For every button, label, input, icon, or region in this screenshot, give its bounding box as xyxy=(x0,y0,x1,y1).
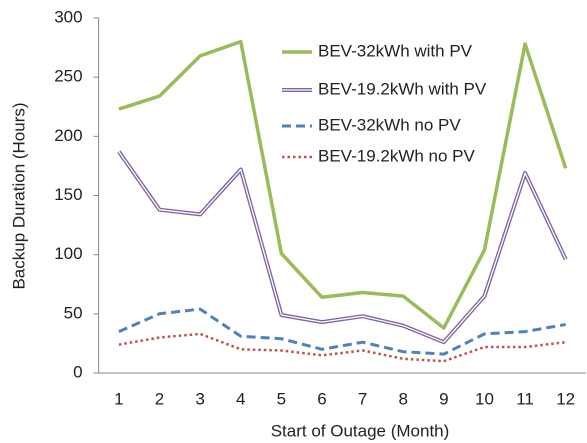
y-tick-label: 150 xyxy=(54,185,82,204)
x-tick-label: 1 xyxy=(114,389,123,408)
legend-label: BEV-32kWh no PV xyxy=(318,115,461,134)
series-line xyxy=(118,307,566,356)
x-tick-label: 10 xyxy=(475,389,494,408)
x-axis-title: Start of Outage (Month) xyxy=(271,421,450,440)
x-tick-label: 7 xyxy=(358,389,367,408)
legend-label: BEV-32kWh with PV xyxy=(318,41,473,60)
y-tick-label: 200 xyxy=(54,126,82,145)
x-tick-label: 9 xyxy=(439,389,448,408)
y-tick-label: 250 xyxy=(54,67,82,86)
y-tick-label: 50 xyxy=(64,303,83,322)
y-tick-label: 0 xyxy=(73,362,82,381)
x-tick-label: 4 xyxy=(236,389,245,408)
x-tick-label: 5 xyxy=(277,389,286,408)
y-tick-label: 100 xyxy=(54,244,82,263)
x-tick-label: 6 xyxy=(317,389,326,408)
y-axis-title: Backup Duration (Hours) xyxy=(9,102,28,289)
x-tick-label: 8 xyxy=(398,389,407,408)
series-line-inner xyxy=(118,151,567,343)
x-tick-label: 12 xyxy=(556,389,575,408)
x-tick-label: 2 xyxy=(155,389,164,408)
y-tick-label: 300 xyxy=(54,7,82,26)
legend-label: BEV-19.2kWh no PV xyxy=(318,146,476,165)
series-line xyxy=(118,332,566,363)
x-tick-label: 11 xyxy=(516,389,534,408)
series-line xyxy=(118,39,568,330)
legend-label: BEV-19.2kWh with PV xyxy=(318,79,487,98)
x-tick-label: 3 xyxy=(195,389,204,408)
